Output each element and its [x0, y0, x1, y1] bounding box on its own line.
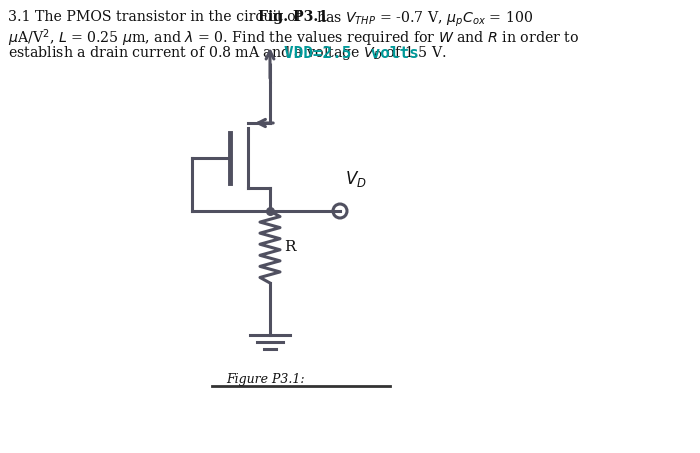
- Text: has $V_{THP}$ = -0.7 V, $\mu_p C_{ox}$ = 100: has $V_{THP}$ = -0.7 V, $\mu_p C_{ox}$ =…: [316, 10, 533, 29]
- Text: establish a drain current of 0.8 mA and a voltage $V_D$ of 1.5 V.: establish a drain current of 0.8 mA and …: [8, 44, 447, 62]
- Text: $V_D$: $V_D$: [345, 169, 367, 189]
- Text: R: R: [284, 240, 295, 254]
- Text: Fig. P3.1: Fig. P3.1: [258, 10, 328, 24]
- Text: VDD=2.5  volts: VDD=2.5 volts: [284, 45, 419, 61]
- Text: 3.1 The PMOS transistor in the circuit of: 3.1 The PMOS transistor in the circuit o…: [8, 10, 305, 24]
- Text: $\mu$A/V$^2$, $L$ = 0.25 $\mu$m, and $\lambda$ = 0. Find the values required for: $\mu$A/V$^2$, $L$ = 0.25 $\mu$m, and $\l…: [8, 27, 580, 48]
- Text: Figure P3.1:: Figure P3.1:: [225, 373, 304, 386]
